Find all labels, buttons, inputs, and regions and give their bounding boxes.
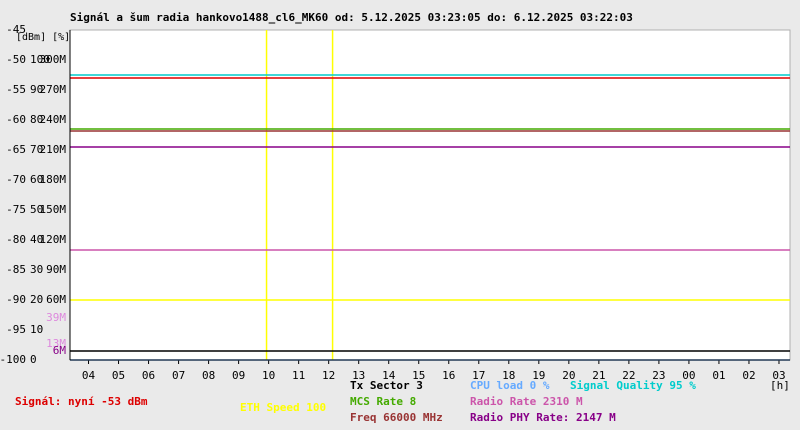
legend-entry: Signál: nyní -53 dBm <box>15 395 148 408</box>
legend-entry: Freq 66000 MHz <box>350 411 443 424</box>
y3-tick-label: 150M <box>40 203 67 216</box>
y-tick-label: -65 <box>6 143 26 156</box>
x-tick-label: 14 <box>382 369 396 382</box>
y2-tick-label: 70 <box>30 143 43 156</box>
x-tick-label: 11 <box>292 369 305 382</box>
x-tick-label: 08 <box>202 369 215 382</box>
x-tick-label: 07 <box>172 369 185 382</box>
y2-tick-label: 100 <box>30 53 50 66</box>
y2-tick-label: 20 <box>30 293 43 306</box>
y-tick-label: -85 <box>6 263 26 276</box>
y2-tick-label: 10 <box>30 323 43 336</box>
x-tick-label: 15 <box>412 369 425 382</box>
y-axis-label: [dBm] [%] <box>16 32 70 43</box>
rate-label: 13M <box>46 337 66 350</box>
y-tick-label: -90 <box>6 293 26 306</box>
y3-tick-label: 120M <box>40 233 67 246</box>
y2-tick-label: 40 <box>30 233 43 246</box>
x-tick-label: 12 <box>322 369 335 382</box>
x-tick-label: 03 <box>772 369 785 382</box>
rate-label: 39M <box>46 311 66 324</box>
y3-tick-label: 180M <box>40 173 67 186</box>
x-tick-label: 18 <box>502 369 515 382</box>
y3-tick-label: 90M <box>46 263 66 276</box>
x-tick-label: 10 <box>262 369 275 382</box>
y2-tick-label: 0 <box>30 353 37 366</box>
x-axis-label: [h] <box>770 379 790 392</box>
legend-entry: Signal Quality 95 % <box>570 379 696 392</box>
x-tick-label: 09 <box>232 369 245 382</box>
x-tick-label: 21 <box>592 369 605 382</box>
legend-entry: MCS Rate 8 <box>350 395 416 408</box>
y-tick-label: -55 <box>6 83 26 96</box>
plot-area <box>69 29 791 361</box>
x-tick-label: 19 <box>532 369 545 382</box>
x-tick-label: 02 <box>742 369 755 382</box>
y-tick-label: -100 <box>0 353 26 366</box>
x-tick-label: 22 <box>622 369 635 382</box>
y-tick-label: -70 <box>6 173 26 186</box>
y-tick-label: -95 <box>6 323 26 336</box>
legend-entry: CPU load 0 % <box>470 379 550 392</box>
legend-entry: Tx Sector 3 <box>350 379 423 392</box>
legend-entry: Radio Rate 2310 M <box>470 395 583 408</box>
x-tick-label: 20 <box>562 369 575 382</box>
x-tick-label: 01 <box>712 369 725 382</box>
y2-tick-label: 80 <box>30 113 43 126</box>
y-tick-label: -75 <box>6 203 26 216</box>
x-tick-label: 13 <box>352 369 365 382</box>
y2-tick-label: 90 <box>30 83 43 96</box>
x-tick-label: 05 <box>112 369 125 382</box>
chart-title: Signál a šum radia hankovo1488_cl6_MK60 … <box>70 11 633 24</box>
y-tick-label: -50 <box>6 53 26 66</box>
y3-tick-label: 60M <box>46 293 66 306</box>
y2-tick-label: 30 <box>30 263 43 276</box>
y-tick-label: -80 <box>6 233 26 246</box>
y2-tick-label: 50 <box>30 203 43 216</box>
y3-tick-label: 240M <box>40 113 67 126</box>
x-tick-label: 16 <box>442 369 455 382</box>
y-tick-label: -45 <box>6 23 26 36</box>
y2-tick-label: 60 <box>30 173 43 186</box>
x-tick-label: 06 <box>142 369 155 382</box>
y3-tick-label: 300M <box>40 53 67 66</box>
x-tick-label: 23 <box>652 369 665 382</box>
y3-tick-label: 210M <box>40 143 67 156</box>
x-tick-label: 04 <box>82 369 96 382</box>
x-tick-label: 17 <box>472 369 485 382</box>
x-tick-label: 00 <box>682 369 695 382</box>
legend-entry: ETH Speed 100 <box>240 401 326 414</box>
y3-tick-label: 270M <box>40 83 67 96</box>
y-tick-label: -60 <box>6 113 26 126</box>
legend-entry: Radio PHY Rate: 2147 M <box>470 411 616 424</box>
rate-label: 6M <box>53 344 67 357</box>
